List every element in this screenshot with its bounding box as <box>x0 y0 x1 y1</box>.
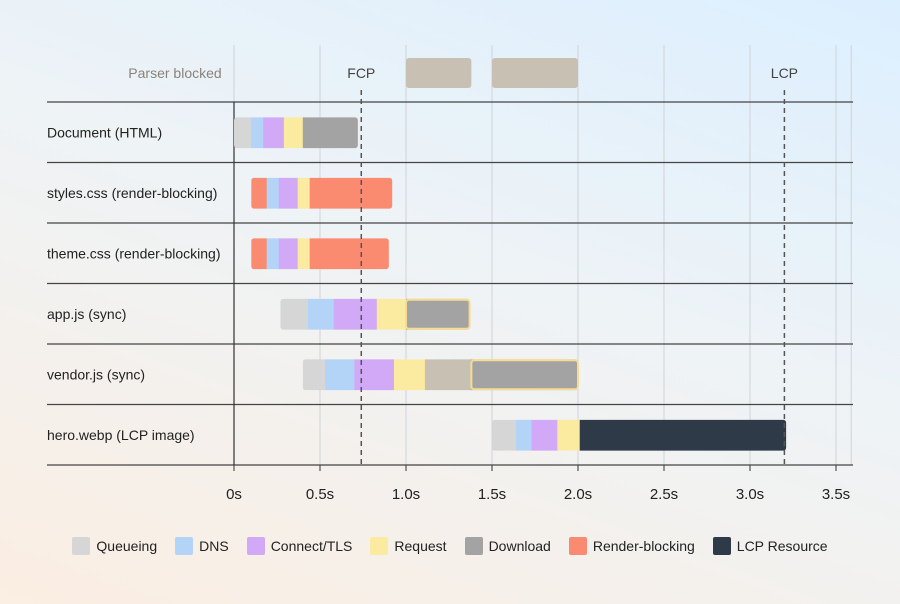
fcp-marker-label: FCP <box>347 65 375 81</box>
bar-segment-dns <box>516 419 533 451</box>
bar-segment-download <box>406 298 470 330</box>
sync-outline <box>470 359 579 391</box>
bar-segment-connect-tls <box>278 177 299 209</box>
bar-segment-queueing <box>302 359 326 391</box>
legend-item: Queueing <box>72 537 157 555</box>
bar-segment-dns <box>266 177 280 209</box>
bar-segment-request <box>557 419 581 451</box>
legend-label: LCP Resource <box>736 538 828 554</box>
bar-segment-dns <box>251 117 264 149</box>
parser-blocked-bar <box>492 58 578 88</box>
legend-label: DNS <box>199 538 229 554</box>
bar-segment-queueing <box>280 298 309 330</box>
lcp-marker-label: LCP <box>771 65 798 81</box>
row-label: styles.css (render-blocking) <box>47 185 217 201</box>
legend-swatch <box>175 537 194 555</box>
bar-segment-request <box>376 298 407 330</box>
x-tick-label: 1.0s <box>392 486 420 503</box>
x-tick-label: 2.5s <box>650 486 678 503</box>
bar-segment-connect-tls <box>278 238 299 270</box>
legend-item: Connect/TLS <box>246 537 353 555</box>
bar-segment-request <box>393 359 426 391</box>
x-tick-label: 3.0s <box>736 486 764 503</box>
parser-blocked-label: Parser blocked <box>128 65 221 81</box>
bar-segment-render-blocking <box>251 177 268 209</box>
legend-swatch <box>72 537 91 555</box>
legend-swatch <box>568 537 587 555</box>
bar-segment-request <box>297 238 311 270</box>
legend: Queueing DNS Connect/TLS Request Download Ren… <box>0 537 900 555</box>
legend-item: Download <box>464 537 551 555</box>
bar-segment-render-blocking <box>309 177 393 209</box>
bar-segment-download <box>471 359 578 391</box>
legend-label: Queueing <box>96 538 158 554</box>
legend-item: Request <box>370 537 447 555</box>
bar-segment-dns <box>307 298 335 330</box>
bar-segment-render-blocking <box>309 238 389 270</box>
bar-segment-render-blocking <box>251 238 268 270</box>
x-tick-label: 3.5s <box>822 486 850 503</box>
x-tick-label: 0.5s <box>306 486 334 503</box>
bar-segment-connect-tls <box>531 419 558 451</box>
x-tick-label: 0s <box>226 486 242 503</box>
bar-segment-request <box>297 177 311 209</box>
row-label: theme.css (render-blocking) <box>47 245 221 261</box>
legend-item: Render-blocking <box>568 537 695 555</box>
bar-segment-connect-tls <box>333 298 378 330</box>
legend-item: LCP Resource <box>712 537 828 555</box>
sync-outline <box>405 298 471 330</box>
row-label: vendor.js (sync) <box>47 366 145 382</box>
legend-label: Connect/TLS <box>270 538 353 554</box>
legend-label: Render-blocking <box>592 538 695 554</box>
legend-swatch <box>464 537 483 555</box>
legend-label: Download <box>488 538 551 554</box>
row-label: hero.webp (LCP image) <box>47 427 195 443</box>
parser-blocked-bar <box>406 58 472 88</box>
bar-segment-queueing <box>234 117 252 149</box>
row-label: app.js (sync) <box>47 306 126 322</box>
x-tick-label: 2.0s <box>564 486 592 503</box>
bar-segment-lcp-resource <box>579 419 787 451</box>
bar-segment-connect-tls <box>354 359 395 391</box>
bar-segment-dns <box>266 238 280 270</box>
legend-swatch <box>370 537 389 555</box>
bar-segment-queueing <box>492 419 517 451</box>
bar-segment-dns <box>325 359 355 391</box>
bar-segment-download <box>302 117 358 149</box>
legend-swatch <box>712 537 731 555</box>
legend-label: Request <box>394 538 447 554</box>
legend-item: DNS <box>175 537 229 555</box>
x-tick-label: 1.5s <box>478 486 506 503</box>
bar-segment-connect-tls <box>263 117 285 149</box>
bar-segment-request <box>283 117 304 149</box>
legend-swatch <box>246 537 265 555</box>
row-label: Document (HTML) <box>47 124 162 140</box>
bar-segment-parser-blocked <box>424 359 472 391</box>
